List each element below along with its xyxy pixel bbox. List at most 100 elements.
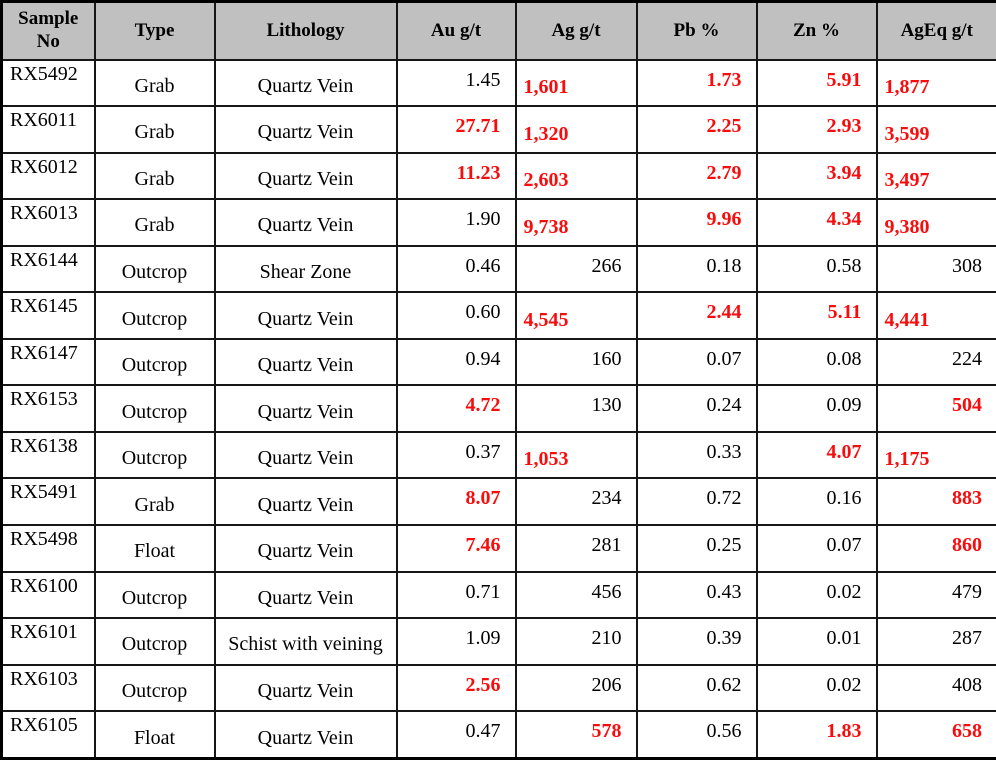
ag-value-cell: 234 (514, 477, 638, 526)
pb-value-cell: 0.07 (635, 337, 758, 387)
ageq-value-cell: 860 (875, 523, 996, 573)
table-row: RX6147 Outcrop Quartz Vein 0.94 160 0.07… (0, 337, 996, 387)
sample-no-cell: RX6147 (0, 337, 96, 387)
type-cell: Grab (93, 105, 216, 154)
zn-value-cell: 0.16 (755, 477, 878, 526)
zn-value-cell: 5.91 (755, 58, 878, 108)
lithology-cell: Quartz Vein (213, 151, 398, 201)
ag-value-cell: 1,053 (514, 430, 638, 480)
lithology-cell: Quartz Vein (213, 105, 398, 154)
ageq-value-cell: 224 (875, 337, 996, 387)
sample-no-cell: RX5491 (0, 477, 96, 526)
lithology-cell: Quartz Vein (213, 291, 398, 340)
ag-value-cell: 456 (514, 570, 638, 620)
lithology-cell: Quartz Vein (213, 58, 398, 108)
pb-value-cell: 0.62 (635, 663, 758, 713)
pb-value-cell: 0.72 (635, 477, 758, 526)
au-value-cell: 0.94 (395, 337, 517, 387)
lithology-cell: Quartz Vein (213, 710, 398, 760)
sample-no-cell: RX6012 (0, 151, 96, 201)
zn-value-cell: 1.83 (755, 710, 878, 760)
pb-value-cell: 0.18 (635, 244, 758, 294)
zn-value-cell: 0.07 (755, 523, 878, 573)
ag-value-cell: 4,545 (514, 291, 638, 340)
ag-value-cell: 578 (514, 710, 638, 760)
zn-value-cell: 0.09 (755, 384, 878, 433)
table-row: RX6138 Outcrop Quartz Vein 0.37 1,053 0.… (0, 430, 996, 480)
sample-no-cell: RX6144 (0, 244, 96, 294)
au-value-cell: 7.46 (395, 523, 517, 573)
pb-value-cell: 0.25 (635, 523, 758, 573)
pb-value-cell: 0.24 (635, 384, 758, 433)
type-cell: Outcrop (93, 663, 216, 713)
zn-value-cell: 3.94 (755, 151, 878, 201)
ageq-value-cell: 9,380 (875, 198, 996, 247)
pb-value-cell: 2.79 (635, 151, 758, 201)
col-header-zn: Zn % (755, 0, 878, 61)
au-value-cell: 11.23 (395, 151, 517, 201)
type-cell: Float (93, 523, 216, 573)
au-value-cell: 27.71 (395, 105, 517, 154)
ag-value-cell: 130 (514, 384, 638, 433)
table-row: RX5498 Float Quartz Vein 7.46 281 0.25 0… (0, 523, 996, 573)
lithology-cell: Quartz Vein (213, 570, 398, 620)
col-header-pb: Pb % (635, 0, 758, 61)
ag-value-cell: 206 (514, 663, 638, 713)
zn-value-cell: 0.58 (755, 244, 878, 294)
table-row: RX6011 Grab Quartz Vein 27.71 1,320 2.25… (0, 105, 996, 154)
pb-value-cell: 2.25 (635, 105, 758, 154)
zn-value-cell: 0.01 (755, 617, 878, 666)
lithology-cell: Quartz Vein (213, 198, 398, 247)
ag-value-cell: 281 (514, 523, 638, 573)
pb-value-cell: 0.33 (635, 430, 758, 480)
table-row: RX6144 Outcrop Shear Zone 0.46 266 0.18 … (0, 244, 996, 294)
ageq-value-cell: 1,877 (875, 58, 996, 108)
table-row: RX6105 Float Quartz Vein 0.47 578 0.56 1… (0, 710, 996, 760)
ageq-value-cell: 504 (875, 384, 996, 433)
col-header-type: Type (93, 0, 216, 61)
type-cell: Grab (93, 151, 216, 201)
au-value-cell: 1.09 (395, 617, 517, 666)
lithology-cell: Schist with veining (213, 617, 398, 666)
ag-value-cell: 266 (514, 244, 638, 294)
zn-value-cell: 0.08 (755, 337, 878, 387)
table-row: RX6012 Grab Quartz Vein 11.23 2,603 2.79… (0, 151, 996, 201)
au-value-cell: 0.47 (395, 710, 517, 760)
ageq-value-cell: 408 (875, 663, 996, 713)
pb-value-cell: 2.44 (635, 291, 758, 340)
type-cell: Outcrop (93, 291, 216, 340)
table-row: RX5492 Grab Quartz Vein 1.45 1,601 1.73 … (0, 58, 996, 108)
type-cell: Outcrop (93, 430, 216, 480)
au-value-cell: 8.07 (395, 477, 517, 526)
ageq-value-cell: 658 (875, 710, 996, 760)
sample-no-cell: RX5492 (0, 58, 96, 108)
lithology-cell: Quartz Vein (213, 477, 398, 526)
au-value-cell: 2.56 (395, 663, 517, 713)
table-row: RX6103 Outcrop Quartz Vein 2.56 206 0.62… (0, 663, 996, 713)
ag-value-cell: 2,603 (514, 151, 638, 201)
pb-value-cell: 1.73 (635, 58, 758, 108)
sample-no-cell: RX6153 (0, 384, 96, 433)
header-row: Sample No Type Lithology Au g/t Ag g/t P… (0, 0, 996, 61)
zn-value-cell: 4.07 (755, 430, 878, 480)
lithology-cell: Quartz Vein (213, 523, 398, 573)
table-row: RX6013 Grab Quartz Vein 1.90 9,738 9.96 … (0, 198, 996, 247)
au-value-cell: 0.46 (395, 244, 517, 294)
ag-value-cell: 1,320 (514, 105, 638, 154)
lithology-cell: Quartz Vein (213, 384, 398, 433)
au-value-cell: 1.90 (395, 198, 517, 247)
ag-value-cell: 9,738 (514, 198, 638, 247)
sample-no-cell: RX6145 (0, 291, 96, 340)
sample-no-cell: RX6011 (0, 105, 96, 154)
ageq-value-cell: 287 (875, 617, 996, 666)
au-value-cell: 0.71 (395, 570, 517, 620)
au-value-cell: 4.72 (395, 384, 517, 433)
col-header-ag: Ag g/t (514, 0, 638, 61)
type-cell: Outcrop (93, 617, 216, 666)
pb-value-cell: 9.96 (635, 198, 758, 247)
type-cell: Grab (93, 198, 216, 247)
col-header-ageq: AgEq g/t (875, 0, 996, 61)
table-row: RX6100 Outcrop Quartz Vein 0.71 456 0.43… (0, 570, 996, 620)
pb-value-cell: 0.39 (635, 617, 758, 666)
